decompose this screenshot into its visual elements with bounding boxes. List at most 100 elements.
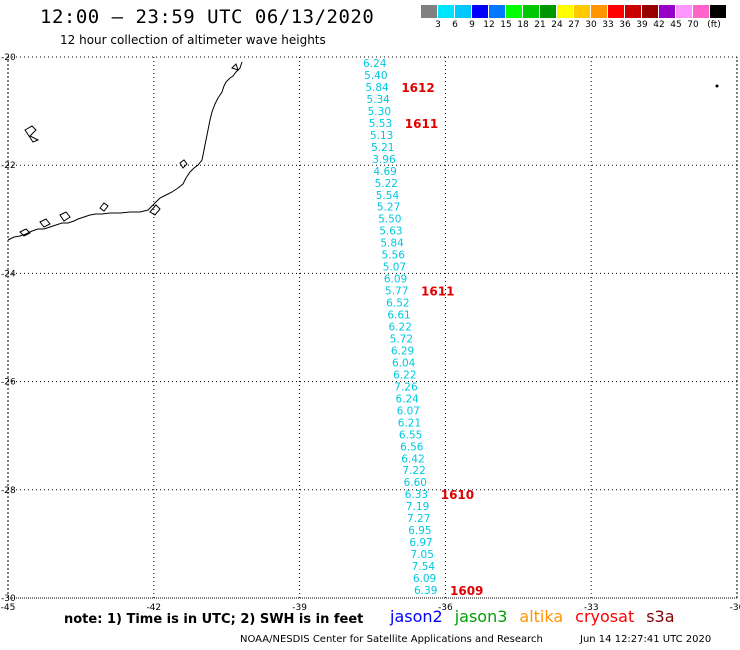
lat-tick-label: -24: [1, 269, 16, 279]
lon-tick-label: -42: [146, 603, 161, 613]
swh-value: 7.27: [407, 513, 430, 525]
swh-value: 5.56: [382, 250, 406, 262]
footnote: note: 1) Time is in UTC; 2) SWH is in fe…: [64, 612, 364, 627]
swh-value: 5.13: [370, 130, 393, 142]
swh-value: 5.63: [379, 226, 402, 238]
legend-swatch: [659, 5, 676, 18]
legend-swatch: [540, 5, 557, 18]
swh-value: 6.52: [386, 298, 409, 310]
swh-value: 7.05: [411, 549, 434, 561]
swh-value: 7.22: [402, 465, 425, 477]
swh-value: 5.07: [383, 262, 406, 274]
swh-value: 6.04: [392, 357, 416, 369]
legend-label: 27: [568, 20, 580, 30]
swh-value: 5.50: [378, 214, 401, 226]
legend-swatch: [574, 5, 591, 18]
swh-value: 5.53: [369, 118, 392, 130]
legend-swatches: [421, 5, 727, 18]
legend-label: (ft): [707, 20, 721, 30]
mission-altika: altika: [519, 607, 564, 626]
swh-value: 5.27: [377, 202, 400, 214]
generated-timestamp: Jun 14 12:27:41 UTC 2020: [580, 634, 712, 645]
swh-value: 3.96: [372, 154, 396, 166]
swh-value: 6.24: [363, 58, 387, 70]
legend-label: 70: [687, 20, 699, 30]
legend-label: 42: [653, 20, 665, 30]
swh-value: 7.54: [412, 561, 436, 573]
coastline: [7, 61, 243, 241]
swh-value: 6.42: [401, 453, 424, 465]
legend-swatch: [438, 5, 455, 18]
mission-jason2: jason2: [390, 607, 443, 626]
legend-swatch: [421, 5, 438, 18]
mission-cryosat: cryosat: [575, 607, 635, 626]
pass-time-label: 1612: [401, 81, 434, 95]
swh-value: 5.30: [368, 106, 391, 118]
legend-swatch: [455, 5, 472, 18]
legend-swatch: [710, 5, 727, 18]
legend-label: 30: [585, 20, 597, 30]
track-time-labels: 1612 1611 1611 1610 1609: [401, 81, 483, 598]
legend-swatch: [625, 5, 642, 18]
swh-value: 6.09: [413, 573, 436, 585]
swh-value: 5.54: [376, 190, 400, 202]
legend-swatch: [642, 5, 659, 18]
swh-value: 5.84: [365, 82, 389, 94]
legend-swatch: [506, 5, 523, 18]
legend-label: 6: [452, 20, 458, 30]
island-dot: [715, 84, 719, 88]
axis-tick-labels: -20-22-24-26-28-30-45-42-39-36-33-30: [1, 53, 740, 613]
mission-s3a: s3a: [646, 607, 675, 626]
mission-legend: jason2 jason3 altika cryosat s3a: [390, 607, 675, 626]
legend-label: 36: [619, 20, 631, 30]
legend-label: 21: [534, 20, 546, 30]
legend-label: 18: [517, 20, 529, 30]
legend-labels: 3 6 9 12 15 18 21 24 27 30 33 36 39 42 45 70 (ft): [421, 18, 727, 32]
swh-value: 5.22: [375, 178, 398, 190]
lat-tick-label: -28: [1, 486, 16, 496]
swh-value: 6.95: [408, 525, 431, 537]
legend-swatch: [591, 5, 608, 18]
legend-label: 39: [636, 20, 648, 30]
pass-time-label: 1611: [405, 117, 438, 131]
swh-value: 6.24: [395, 393, 419, 405]
legend-swatch: [472, 5, 489, 18]
lon-tick-label: -36: [438, 603, 453, 613]
swh-value: 7.19: [406, 501, 429, 513]
swh-value: 6.61: [387, 310, 410, 322]
legend-label: 9: [469, 20, 475, 30]
legend-label: 24: [551, 20, 563, 30]
mission-jason3: jason3: [454, 607, 508, 626]
pass-time-label: 1611: [421, 285, 454, 299]
legend-swatch: [608, 5, 625, 18]
swh-value: 5.40: [364, 70, 387, 82]
lat-lon-grid: [7, 56, 738, 599]
lat-tick-label: -20: [1, 53, 16, 63]
swh-value: 6.07: [397, 405, 420, 417]
swh-value: 6.09: [384, 274, 407, 286]
legend-swatch: [523, 5, 540, 18]
swh-value: 6.33: [405, 489, 428, 501]
legend-label: 12: [483, 20, 495, 30]
pass-time-label: 1610: [441, 488, 474, 502]
swh-value: 5.77: [385, 286, 408, 298]
lon-tick-label: -33: [584, 603, 599, 613]
swh-value: 6.39: [414, 585, 437, 597]
satellite-track: 6.245.405.845.345.305.535.135.213.964.69…: [363, 58, 437, 597]
legend-swatch: [489, 5, 506, 18]
legend-label: 3: [435, 20, 441, 30]
swh-value: 6.60: [404, 477, 427, 489]
swh-value: 6.55: [399, 429, 422, 441]
swh-value: 6.21: [398, 417, 421, 429]
lon-tick-label: -39: [292, 603, 307, 613]
swh-value: 5.84: [380, 238, 404, 250]
lat-tick-label: -26: [1, 378, 16, 388]
lat-tick-label: -22: [1, 161, 16, 171]
swh-value: 6.29: [391, 345, 414, 357]
legend-label: 33: [602, 20, 614, 30]
swh-value: 5.21: [371, 142, 394, 154]
swh-value: 5.72: [390, 333, 413, 345]
legend-label: 45: [670, 20, 682, 30]
legend-swatch: [676, 5, 693, 18]
map-subtitle: 12 hour collection of altimeter wave hei…: [60, 33, 326, 47]
